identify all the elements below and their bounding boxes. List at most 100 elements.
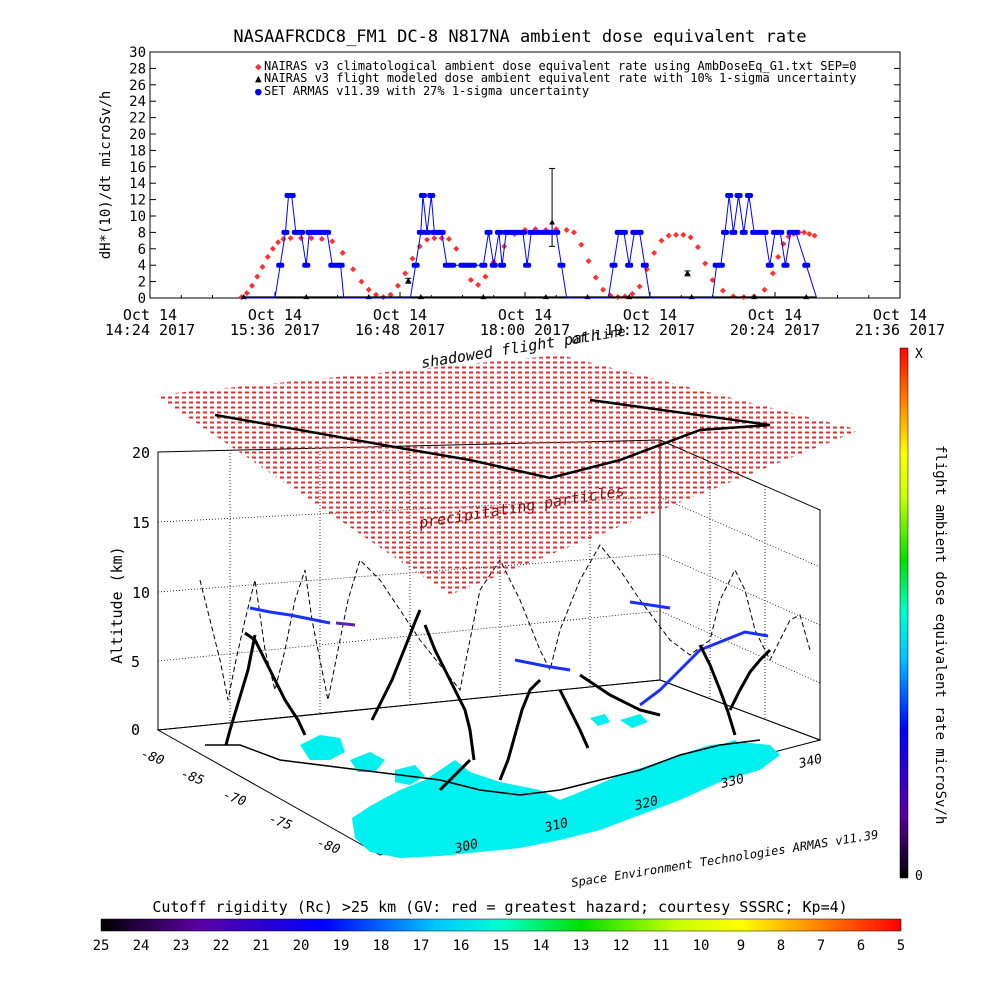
x-tick-label-time: 18:00 2017 <box>480 321 570 339</box>
series-layer <box>238 167 818 301</box>
x-tick-label-date: Oct 14 <box>373 306 427 324</box>
climatological-point <box>636 283 643 290</box>
rigidity-tick-label: 21 <box>253 938 270 954</box>
lat-tick-2: -85 <box>179 767 206 789</box>
lat-tick-5: -80 <box>315 836 342 858</box>
rigidity-tick-label: 20 <box>293 938 310 954</box>
climatological-point <box>806 231 813 238</box>
armas-point <box>423 229 432 235</box>
armas-point <box>479 262 488 268</box>
armas-point <box>609 262 618 268</box>
armas-point <box>484 229 493 235</box>
armas-point <box>523 262 532 268</box>
dose-colorbar-gradient <box>899 347 909 879</box>
rigidity-tick-label: 22 <box>213 938 230 954</box>
y-tick-label: 4 <box>138 258 146 274</box>
credit-label: Space Environment Technologies ARMAS v11… <box>570 828 879 890</box>
climatological-point <box>445 235 452 242</box>
armas-point <box>276 262 285 268</box>
rigidity-tick-label: 23 <box>173 938 190 954</box>
armas-point <box>625 262 634 268</box>
rigidity-colorbar-title: Cutoff rigidity (Rc) >25 km (GV: red = g… <box>152 898 847 916</box>
climatological-point <box>318 235 325 242</box>
climatological-point <box>467 276 474 283</box>
precipitating-particles-layer <box>155 355 860 595</box>
y-tick-label: 22 <box>129 111 146 127</box>
lon-tick-330: 330 <box>718 772 746 793</box>
armas-point <box>640 262 649 268</box>
rigidity-tick-label: 14 <box>533 938 550 954</box>
climatological-point <box>373 291 380 298</box>
climatological-point <box>275 239 282 246</box>
legend-marker-armas: ● <box>255 85 262 98</box>
armas-point <box>802 262 811 268</box>
climatological-point <box>629 290 636 297</box>
armas-point <box>323 229 332 235</box>
climatological-point <box>264 254 271 260</box>
armas-point <box>734 193 743 198</box>
z-axis-ticks: 0 5 10 15 20 <box>131 444 150 739</box>
armas-point <box>302 262 311 268</box>
flight-modeled-point <box>626 294 633 300</box>
rigidity-tick-label: 15 <box>493 938 510 954</box>
flight-modeled-point <box>803 294 810 300</box>
dose-rate-time-series: NASAAFRCDC8_FM1 DC-8 N817NA ambient dose… <box>98 27 945 339</box>
climatological-point <box>409 255 416 262</box>
climatological-point <box>687 234 694 241</box>
y-tick-label: 6 <box>138 242 146 258</box>
armas-point <box>791 229 800 235</box>
climatological-point <box>578 241 585 248</box>
rigidity-tick-label: 11 <box>653 938 670 954</box>
lon-tick-310: 310 <box>542 816 570 837</box>
armas-point <box>281 229 290 235</box>
climatological-point <box>259 263 266 270</box>
climatological-point <box>709 276 716 283</box>
flight-modeled-point <box>480 294 487 300</box>
climatological-point <box>249 282 256 289</box>
climatological-point <box>592 274 599 281</box>
climatological-point <box>339 249 346 256</box>
lat-tick-3: -70 <box>221 788 248 810</box>
climatological-point <box>801 229 808 236</box>
climatological-point <box>600 286 607 293</box>
climatological-point <box>673 231 680 238</box>
armas-point <box>498 262 507 268</box>
legend-entry-climatological: NAIRAS v3 climatological ambient dose eq… <box>264 59 856 73</box>
climatological-point <box>394 282 401 289</box>
y-tick-label: 8 <box>138 225 146 241</box>
armas-point <box>716 262 725 268</box>
armas-point <box>287 193 296 198</box>
x-tick-label-date: Oct 14 <box>748 306 802 324</box>
armas-point <box>494 229 503 235</box>
climatological-point <box>702 260 709 267</box>
climatological-point <box>365 286 372 293</box>
climatological-point <box>570 229 577 236</box>
climatological-point <box>416 243 423 250</box>
x-tick-label-date: Oct 14 <box>623 306 677 324</box>
flight-modeled-point <box>417 294 424 300</box>
x-tick-label-time: 20:24 2017 <box>730 321 820 339</box>
z-tick-10: 10 <box>132 584 150 602</box>
climatological-point <box>287 235 294 242</box>
armas-flight-track <box>224 600 772 792</box>
legend: ◆ NAIRAS v3 climatological ambient dose … <box>255 59 856 98</box>
error-bar-point <box>549 219 556 225</box>
climatological-point <box>438 235 445 242</box>
longitude-ticks: 300 310 320 330 340 <box>452 752 824 858</box>
rigidity-tick-label: 6 <box>857 938 865 954</box>
x-tick-label-time: 14:24 2017 <box>105 321 195 339</box>
lon-tick-300: 300 <box>452 837 480 858</box>
armas-point <box>448 262 457 268</box>
error-bar-point <box>405 277 412 283</box>
y-tick-label: 18 <box>129 143 146 159</box>
legend-entry-armas: SET ARMAS v11.39 with 27% 1-sigma uncert… <box>264 84 589 98</box>
x-tick-label-time: 19:12 2017 <box>605 321 695 339</box>
y-tick-label: 30 <box>129 45 146 61</box>
y-tick-label: 0 <box>138 291 146 307</box>
climatological-point <box>775 254 782 260</box>
legend-marker-climatological: ◆ <box>255 60 262 73</box>
climatological-point <box>585 258 592 265</box>
rigidity-tick-label: 12 <box>613 938 630 954</box>
climatological-point <box>769 270 776 277</box>
